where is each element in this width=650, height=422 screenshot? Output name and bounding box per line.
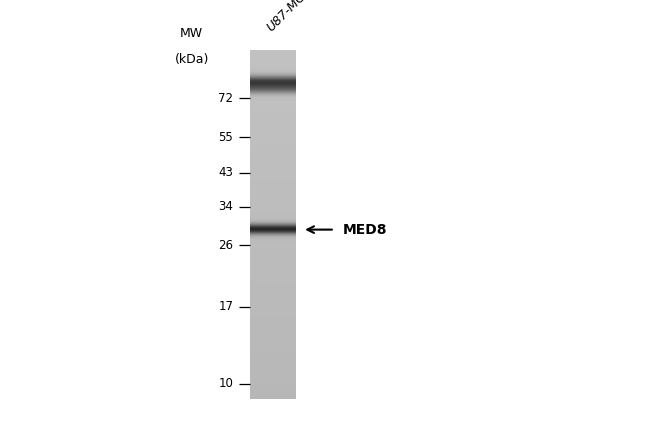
Text: 26: 26 xyxy=(218,239,233,252)
Text: MW: MW xyxy=(180,27,203,40)
Text: U87-MG: U87-MG xyxy=(264,0,308,34)
Text: 72: 72 xyxy=(218,92,233,105)
Text: (kDa): (kDa) xyxy=(175,53,209,66)
Text: 55: 55 xyxy=(218,130,233,143)
Text: 10: 10 xyxy=(218,377,233,390)
Text: MED8: MED8 xyxy=(343,223,387,237)
Text: 17: 17 xyxy=(218,300,233,314)
Text: 43: 43 xyxy=(218,166,233,179)
Text: 34: 34 xyxy=(218,200,233,213)
